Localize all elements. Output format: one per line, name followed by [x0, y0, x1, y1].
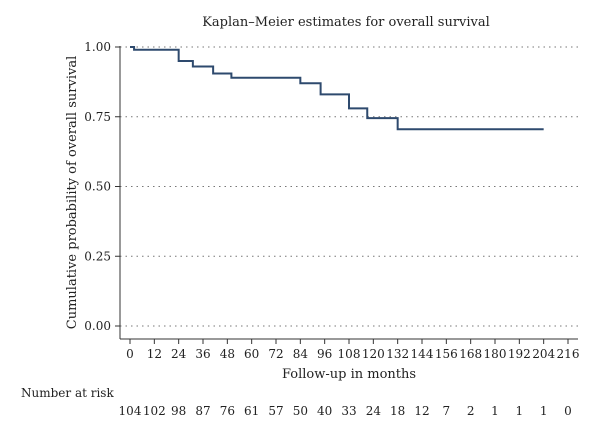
number-at-risk-value: 12 — [414, 404, 429, 418]
survival-step-line — [130, 46, 544, 131]
y-tick-label: 0.25 — [84, 249, 111, 263]
number-at-risk-value: 57 — [268, 404, 283, 418]
number-at-risk-value: 61 — [244, 404, 259, 418]
number-at-risk-values: 104 102 98 87 76 61 57 50 40 33 24 18 12 7 2 1 1 1 0 — [119, 404, 572, 418]
x-tick-label: 84 — [293, 347, 309, 361]
y-tick-label: 0.00 — [84, 319, 111, 333]
number-at-risk-value: 33 — [341, 404, 356, 418]
axes — [119, 46, 578, 340]
number-at-risk-value: 1 — [516, 404, 524, 418]
number-at-risk-value: 104 — [119, 404, 142, 418]
x-tick-label: 60 — [244, 347, 259, 361]
y-tick-label: 0.75 — [84, 110, 111, 124]
number-at-risk-value: 18 — [390, 404, 405, 418]
grid-lines — [120, 46, 578, 327]
x-tick-label: 36 — [195, 347, 210, 361]
x-tick-label: 144 — [411, 347, 434, 361]
survival-series — [130, 46, 544, 131]
number-at-risk-value: 40 — [317, 404, 332, 418]
number-at-risk-label: Number at risk — [21, 386, 114, 400]
x-tick-label: 204 — [532, 347, 555, 361]
number-at-risk-value: 87 — [195, 404, 210, 418]
chart-title: Kaplan–Meier estimates for overall survi… — [202, 15, 490, 30]
x-tick-label: 0 — [126, 347, 134, 361]
x-tick-label: 108 — [338, 347, 361, 361]
x-tick-label: 48 — [220, 347, 235, 361]
x-tick-label: 72 — [268, 347, 283, 361]
x-tick-label: 24 — [171, 347, 187, 361]
number-at-risk-value: 76 — [220, 404, 235, 418]
number-at-risk-value: 1 — [540, 404, 548, 418]
y-tick-label: 1.00 — [84, 40, 111, 54]
number-at-risk-value: 98 — [171, 404, 186, 418]
number-at-risk-value: 2 — [467, 404, 475, 418]
number-at-risk-value: 24 — [366, 404, 382, 418]
y-axis-label: Cumulative probability of overall surviv… — [65, 56, 80, 329]
number-at-risk-value: 50 — [293, 404, 308, 418]
x-tick-label: 192 — [508, 347, 531, 361]
x-tick-label: 132 — [386, 347, 409, 361]
y-ticks: 0.00 0.25 0.50 0.75 1.00 — [84, 40, 120, 333]
x-tick-label: 156 — [435, 347, 458, 361]
number-at-risk-value: 102 — [143, 404, 166, 418]
x-tick-label: 120 — [362, 347, 385, 361]
x-tick-label: 216 — [557, 347, 580, 361]
y-tick-label: 0.50 — [84, 180, 111, 194]
x-ticks: 0 12 24 36 48 60 72 84 96 108 120 132 144 156 168 180 19… — [126, 339, 579, 361]
number-at-risk-value: 1 — [491, 404, 499, 418]
x-tick-label: 180 — [484, 347, 507, 361]
x-tick-label: 168 — [459, 347, 482, 361]
x-tick-label: 96 — [317, 347, 332, 361]
x-tick-label: 12 — [147, 347, 162, 361]
x-axis-label: Follow-up in months — [282, 367, 416, 382]
number-at-risk-value: 0 — [564, 404, 572, 418]
number-at-risk-value: 7 — [443, 404, 451, 418]
